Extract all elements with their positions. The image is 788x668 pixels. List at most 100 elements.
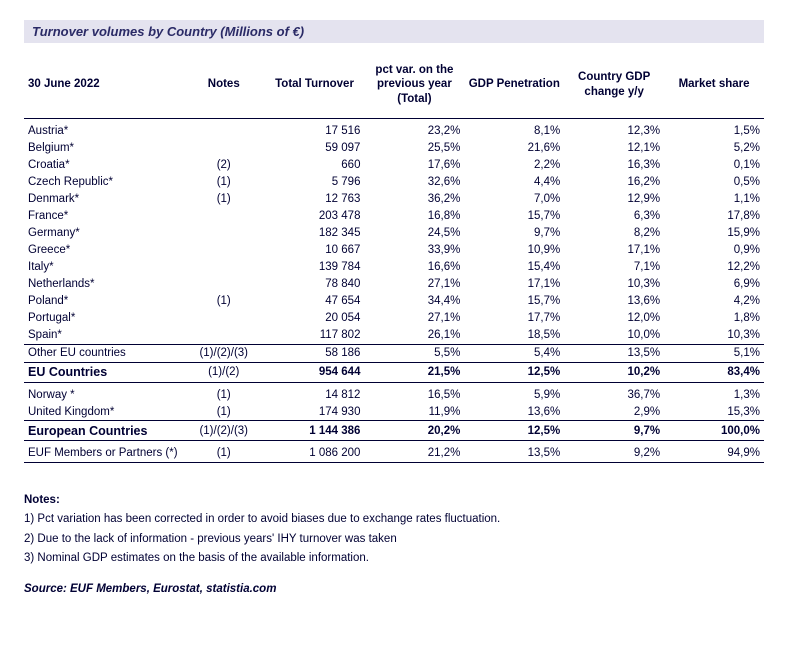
table-row: European Countries(1)/(2)/(3)1 144 38620… [24, 421, 764, 441]
cell-pct: 16,6% [364, 259, 464, 276]
cell-notes: (1) [183, 441, 265, 463]
cell-pct: 16,8% [364, 208, 464, 225]
cell-notes [183, 310, 265, 327]
cell-pct: 25,5% [364, 140, 464, 157]
cell-pen: 15,7% [464, 293, 564, 310]
cell-pen: 2,2% [464, 157, 564, 174]
cell-notes: (1)/(2) [183, 362, 265, 382]
cell-pen: 13,6% [464, 403, 564, 421]
cell-pen: 15,7% [464, 208, 564, 225]
col-gdp-chg: Country GDP change y/y [564, 57, 664, 119]
cell-share: 94,9% [664, 441, 764, 463]
cell-pct: 20,2% [364, 421, 464, 441]
cell-turnover: 117 802 [265, 327, 365, 345]
cell-chg: 13,5% [564, 344, 664, 362]
cell-chg: 12,3% [564, 119, 664, 140]
cell-chg: 12,1% [564, 140, 664, 157]
footnotes: Notes: 1) Pct variation has been correct… [24, 491, 764, 569]
col-turnover: Total Turnover [265, 57, 365, 119]
table-row: EUF Members or Partners (*)(1)1 086 2002… [24, 441, 764, 463]
cell-share: 4,2% [664, 293, 764, 310]
cell-country: Other EU countries [24, 344, 183, 362]
col-gdp-pen: GDP Penetration [464, 57, 564, 119]
cell-notes [183, 327, 265, 345]
cell-share: 0,9% [664, 242, 764, 259]
col-date: 30 June 2022 [24, 57, 183, 119]
cell-country: Spain* [24, 327, 183, 345]
cell-notes: (1)/(2)/(3) [183, 344, 265, 362]
cell-notes [183, 259, 265, 276]
table-row: Spain*117 80226,1%18,5%10,0%10,3% [24, 327, 764, 345]
cell-share: 5,1% [664, 344, 764, 362]
cell-chg: 13,6% [564, 293, 664, 310]
table-row: Italy*139 78416,6%15,4%7,1%12,2% [24, 259, 764, 276]
cell-country: European Countries [24, 421, 183, 441]
cell-pen: 10,9% [464, 242, 564, 259]
table-row: Norway *(1)14 81216,5%5,9%36,7%1,3% [24, 382, 764, 403]
cell-pen: 13,5% [464, 441, 564, 463]
cell-turnover: 14 812 [265, 382, 365, 403]
cell-notes: (2) [183, 157, 265, 174]
cell-chg: 10,2% [564, 362, 664, 382]
cell-notes [183, 225, 265, 242]
cell-pct: 32,6% [364, 174, 464, 191]
cell-pen: 8,1% [464, 119, 564, 140]
cell-chg: 16,2% [564, 174, 664, 191]
cell-pen: 9,7% [464, 225, 564, 242]
cell-share: 83,4% [664, 362, 764, 382]
cell-pen: 12,5% [464, 362, 564, 382]
cell-country: France* [24, 208, 183, 225]
cell-pen: 7,0% [464, 191, 564, 208]
cell-chg: 17,1% [564, 242, 664, 259]
cell-chg: 6,3% [564, 208, 664, 225]
page-title: Turnover volumes by Country (Millions of… [24, 20, 764, 43]
cell-pen: 17,1% [464, 276, 564, 293]
cell-pct: 17,6% [364, 157, 464, 174]
table-row: Belgium*59 09725,5%21,6%12,1%5,2% [24, 140, 764, 157]
col-notes: Notes [183, 57, 265, 119]
cell-pen: 12,5% [464, 421, 564, 441]
cell-country: Austria* [24, 119, 183, 140]
cell-chg: 9,2% [564, 441, 664, 463]
table-row: Poland*(1)47 65434,4%15,7%13,6%4,2% [24, 293, 764, 310]
cell-country: Belgium* [24, 140, 183, 157]
table-row: Croatia*(2)66017,6%2,2%16,3%0,1% [24, 157, 764, 174]
cell-turnover: 59 097 [265, 140, 365, 157]
cell-turnover: 660 [265, 157, 365, 174]
cell-chg: 12,0% [564, 310, 664, 327]
cell-turnover: 20 054 [265, 310, 365, 327]
cell-country: Portugal* [24, 310, 183, 327]
cell-share: 12,2% [664, 259, 764, 276]
cell-country: EU Countries [24, 362, 183, 382]
cell-notes [183, 140, 265, 157]
cell-country: Poland* [24, 293, 183, 310]
cell-pen: 18,5% [464, 327, 564, 345]
cell-pct: 27,1% [364, 276, 464, 293]
footnote-item: 2) Due to the lack of information - prev… [24, 530, 764, 550]
cell-pct: 5,5% [364, 344, 464, 362]
footnote-item: 1) Pct variation has been corrected in o… [24, 510, 764, 530]
cell-chg: 8,2% [564, 225, 664, 242]
cell-turnover: 203 478 [265, 208, 365, 225]
cell-share: 6,9% [664, 276, 764, 293]
cell-pen: 15,4% [464, 259, 564, 276]
cell-share: 1,3% [664, 382, 764, 403]
cell-pct: 34,4% [364, 293, 464, 310]
cell-turnover: 1 144 386 [265, 421, 365, 441]
cell-pen: 17,7% [464, 310, 564, 327]
col-mkt-share: Market share [664, 57, 764, 119]
cell-turnover: 78 840 [265, 276, 365, 293]
cell-notes: (1) [183, 403, 265, 421]
footnotes-heading: Notes: [24, 491, 764, 511]
table-row: United Kingdom*(1)174 93011,9%13,6%2,9%1… [24, 403, 764, 421]
table-row: Austria*17 51623,2%8,1%12,3%1,5% [24, 119, 764, 140]
cell-notes [183, 276, 265, 293]
cell-country: United Kingdom* [24, 403, 183, 421]
cell-country: Netherlands* [24, 276, 183, 293]
cell-turnover: 1 086 200 [265, 441, 365, 463]
cell-pen: 4,4% [464, 174, 564, 191]
cell-chg: 7,1% [564, 259, 664, 276]
cell-turnover: 954 644 [265, 362, 365, 382]
cell-notes [183, 242, 265, 259]
cell-share: 5,2% [664, 140, 764, 157]
